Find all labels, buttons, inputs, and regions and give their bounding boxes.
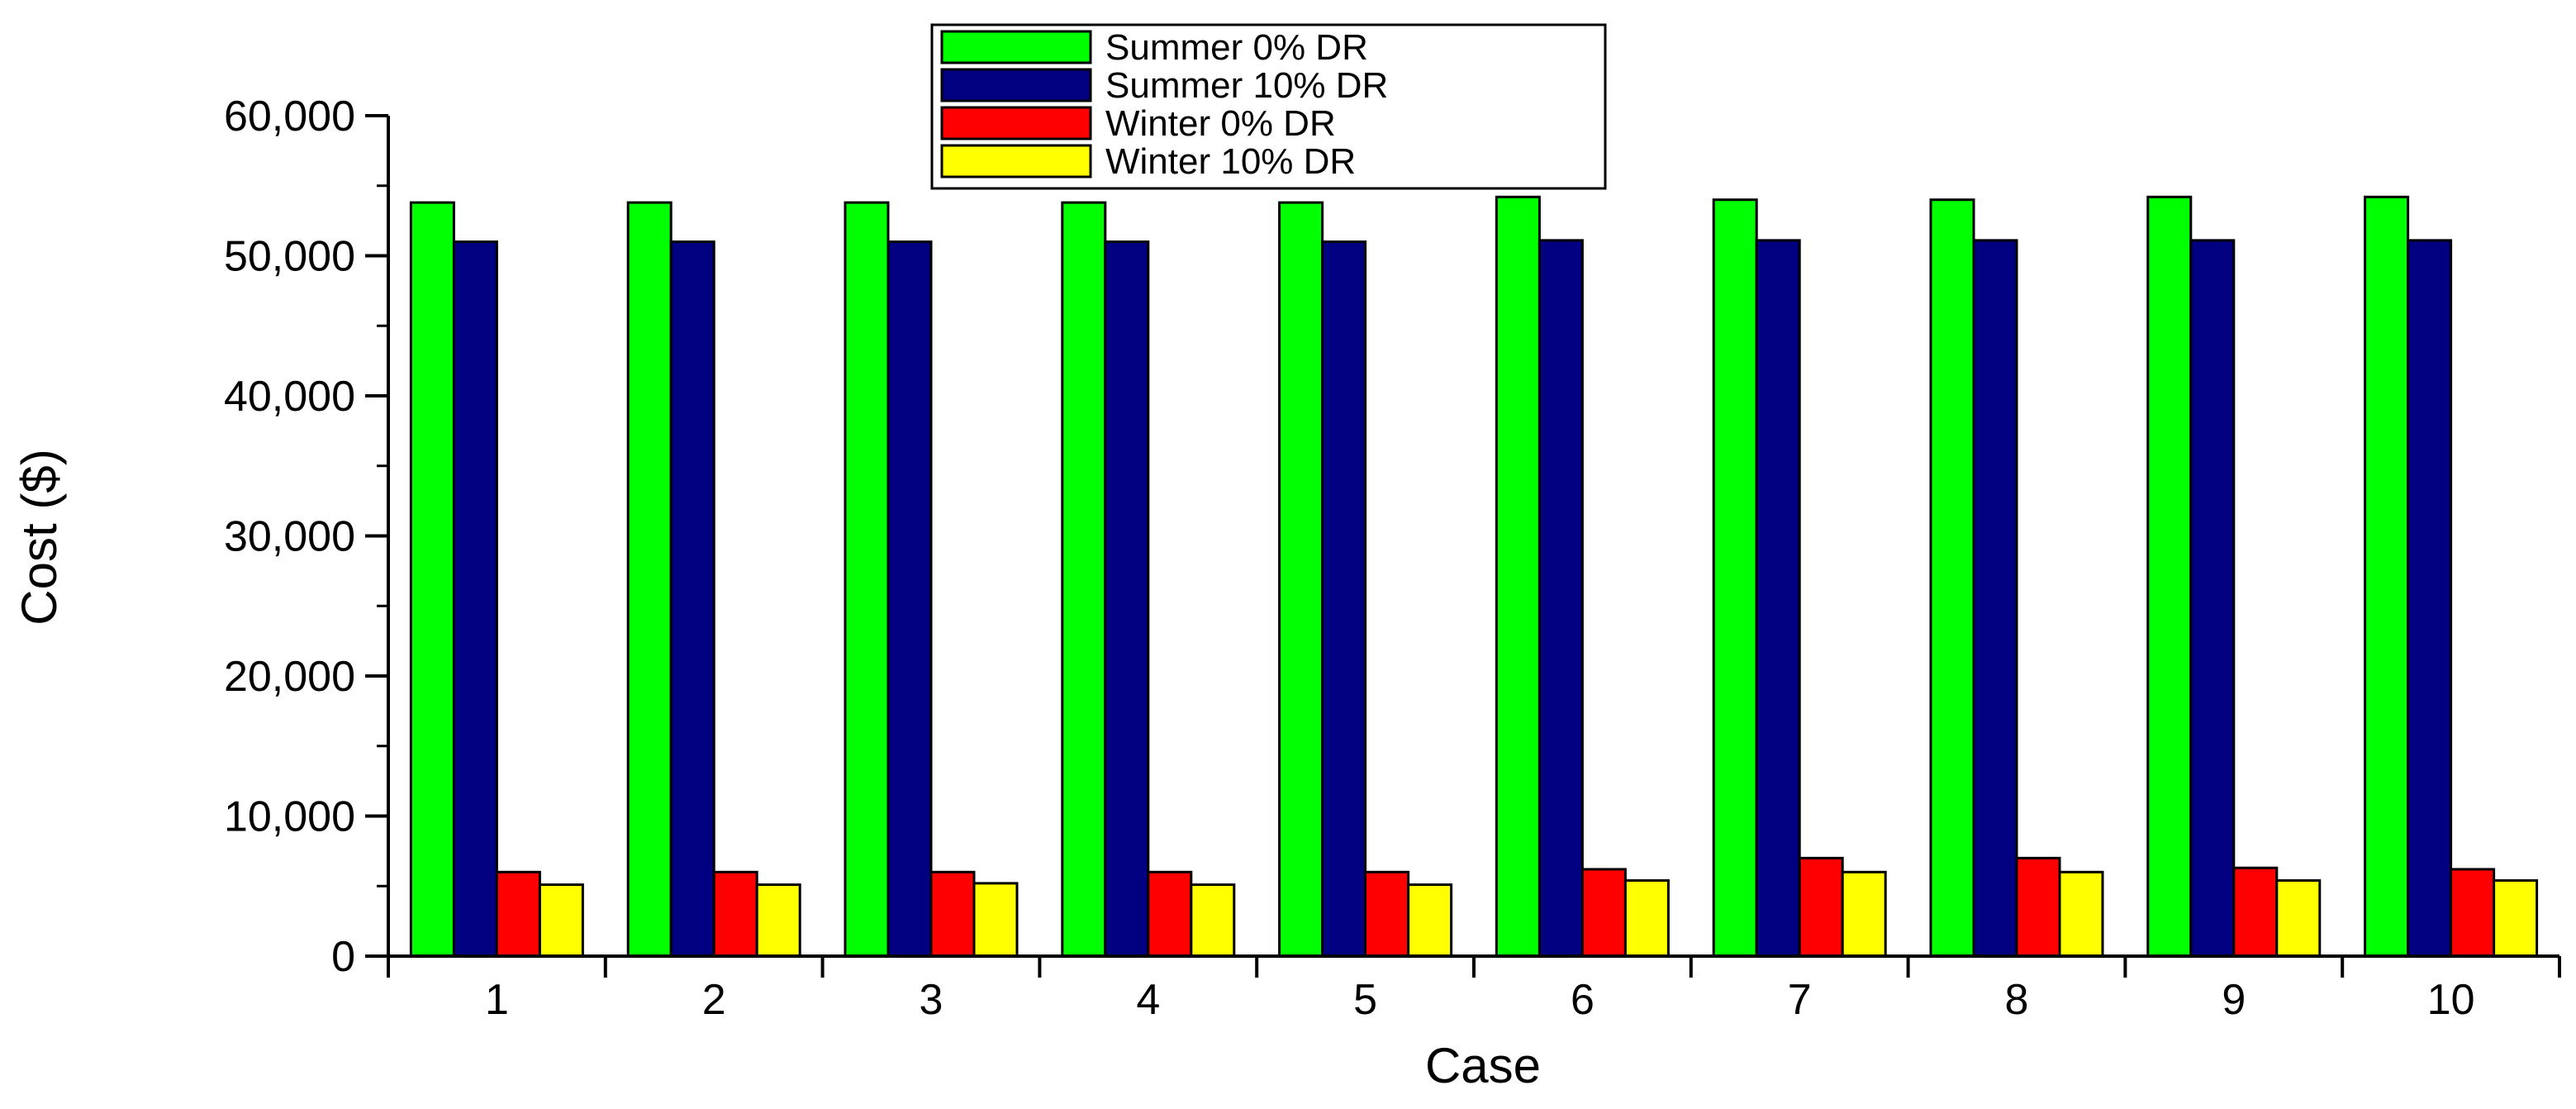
bar-summer-0-dr-case-7	[1712, 198, 1758, 958]
legend-swatch-summer-0-dr	[940, 30, 1092, 64]
bar-winter-10-dr-case-1	[538, 883, 584, 958]
y-axis-title: Cost ($)	[12, 449, 67, 625]
x-tick-label: 3	[920, 976, 943, 1024]
bar-winter-0-dr-case-3	[929, 870, 976, 958]
bar-summer-10-dr-case-2	[669, 240, 715, 958]
bar-winter-0-dr-case-10	[2450, 868, 2496, 958]
bar-winter-0-dr-case-2	[712, 870, 758, 958]
legend-swatch-winter-0-dr	[940, 106, 1092, 140]
x-tick-label: 9	[2222, 976, 2246, 1024]
x-tick-label: 7	[1788, 976, 1812, 1024]
bar-summer-10-dr-case-3	[886, 240, 933, 958]
x-tick-label: 6	[1571, 976, 1595, 1024]
bar-winter-0-dr-case-6	[1580, 868, 1627, 958]
bar-winter-10-dr-case-8	[2058, 870, 2104, 958]
bar-summer-0-dr-case-1	[409, 201, 455, 958]
bar-summer-0-dr-case-9	[2146, 195, 2193, 958]
bar-winter-10-dr-case-4	[1190, 883, 1236, 958]
y-tick-label: 40,000	[224, 373, 355, 421]
y-tick-label: 20,000	[224, 653, 355, 701]
bar-summer-10-dr-case-1	[452, 240, 498, 958]
bar-winter-10-dr-case-3	[972, 882, 1019, 958]
x-axis-title: Case	[1425, 1038, 1541, 1093]
bar-winter-10-dr-case-6	[1623, 878, 1670, 958]
x-tick-label: 8	[2005, 976, 2029, 1024]
legend-label-summer-0-dr: Summer 0% DR	[1105, 27, 1368, 68]
bar-winter-10-dr-case-10	[2493, 878, 2539, 958]
y-tick-label: 0	[331, 933, 355, 981]
x-tick-label: 1	[485, 976, 509, 1024]
legend-swatch-summer-10-dr	[940, 68, 1092, 102]
x-tick-label: 10	[2427, 976, 2475, 1024]
legend-label-summer-10-dr: Summer 10% DR	[1105, 65, 1388, 106]
bar-summer-0-dr-case-5	[1278, 201, 1324, 958]
bar-summer-10-dr-case-7	[1755, 239, 1801, 958]
legend-label-winter-0-dr: Winter 0% DR	[1105, 103, 1336, 144]
bar-summer-0-dr-case-6	[1495, 195, 1541, 958]
bar-winter-10-dr-case-9	[2275, 878, 2322, 958]
legend-swatch-winter-10-dr	[940, 144, 1092, 178]
bar-summer-10-dr-case-6	[1538, 239, 1584, 958]
bar-summer-10-dr-case-10	[2407, 239, 2453, 958]
x-tick-label: 2	[702, 976, 726, 1024]
bar-winter-10-dr-case-2	[755, 883, 801, 958]
bar-summer-0-dr-case-8	[1929, 198, 1975, 958]
axes-layer: 0 10,000 20,000 30,000 40,000 50,000 60,000 1 2 3…	[224, 93, 2561, 1024]
x-tick-label: 4	[1136, 976, 1160, 1024]
y-tick-label: 10,000	[224, 793, 355, 841]
bar-summer-0-dr-case-2	[626, 201, 673, 958]
x-tick-label: 5	[1353, 976, 1377, 1024]
bar-winter-0-dr-case-9	[2232, 866, 2279, 958]
bar-winter-0-dr-case-5	[1364, 870, 1410, 958]
bar-winter-10-dr-case-7	[1841, 870, 1887, 958]
bar-summer-10-dr-case-4	[1104, 240, 1150, 958]
bar-summer-10-dr-case-9	[2189, 239, 2236, 958]
bars-layer	[409, 195, 2539, 958]
bar-winter-10-dr-case-5	[1407, 883, 1453, 958]
bar-winter-0-dr-case-1	[495, 870, 541, 958]
y-tick-label: 30,000	[224, 513, 355, 561]
bar-winter-0-dr-case-4	[1147, 870, 1193, 958]
y-tick-label: 60,000	[224, 93, 355, 140]
y-tick-label: 50,000	[224, 233, 355, 281]
bar-summer-0-dr-case-3	[844, 201, 890, 958]
bar-summer-0-dr-case-4	[1061, 201, 1107, 958]
bar-winter-0-dr-case-7	[1798, 856, 1844, 958]
bar-summer-10-dr-case-5	[1321, 240, 1367, 958]
bar-winter-0-dr-case-8	[2015, 856, 2061, 958]
bar-summer-10-dr-case-8	[1972, 239, 2018, 958]
bar-summer-0-dr-case-10	[2364, 195, 2410, 958]
legend-label-winter-10-dr: Winter 10% DR	[1105, 141, 1356, 182]
